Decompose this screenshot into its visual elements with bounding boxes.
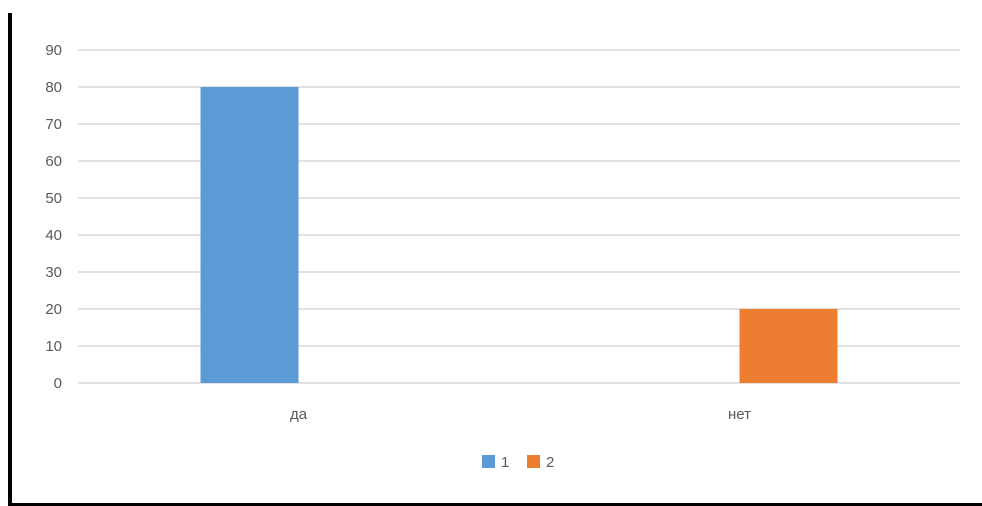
legend-swatch-2 xyxy=(527,455,540,468)
frame-left-border xyxy=(8,13,12,506)
y-tick-label: 50 xyxy=(45,190,62,207)
x-category-label: да xyxy=(290,406,308,423)
y-tick-label: 80 xyxy=(45,79,62,96)
y-tick-label: 10 xyxy=(45,338,62,355)
y-tick-label: 0 xyxy=(54,375,62,392)
bar-series-1-0 xyxy=(200,87,299,383)
frame-bottom-border xyxy=(8,503,982,506)
bars xyxy=(200,87,838,383)
y-axis-tick-labels: 0 10 20 30 40 50 60 70 80 90 xyxy=(45,42,62,392)
y-tick-label: 60 xyxy=(45,153,62,170)
gridlines xyxy=(78,49,960,384)
bar-series-2-1 xyxy=(739,309,838,383)
legend-label-1: 1 xyxy=(501,454,509,471)
x-category-label: нет xyxy=(728,406,751,423)
legend-swatch-1 xyxy=(482,455,495,468)
y-tick-label: 70 xyxy=(45,116,62,133)
x-axis-category-labels: да нет xyxy=(290,406,751,423)
y-tick-label: 30 xyxy=(45,264,62,281)
y-tick-label: 40 xyxy=(45,227,62,244)
y-tick-label: 90 xyxy=(45,42,62,59)
legend-label-2: 2 xyxy=(546,454,554,471)
y-tick-label: 20 xyxy=(45,301,62,318)
